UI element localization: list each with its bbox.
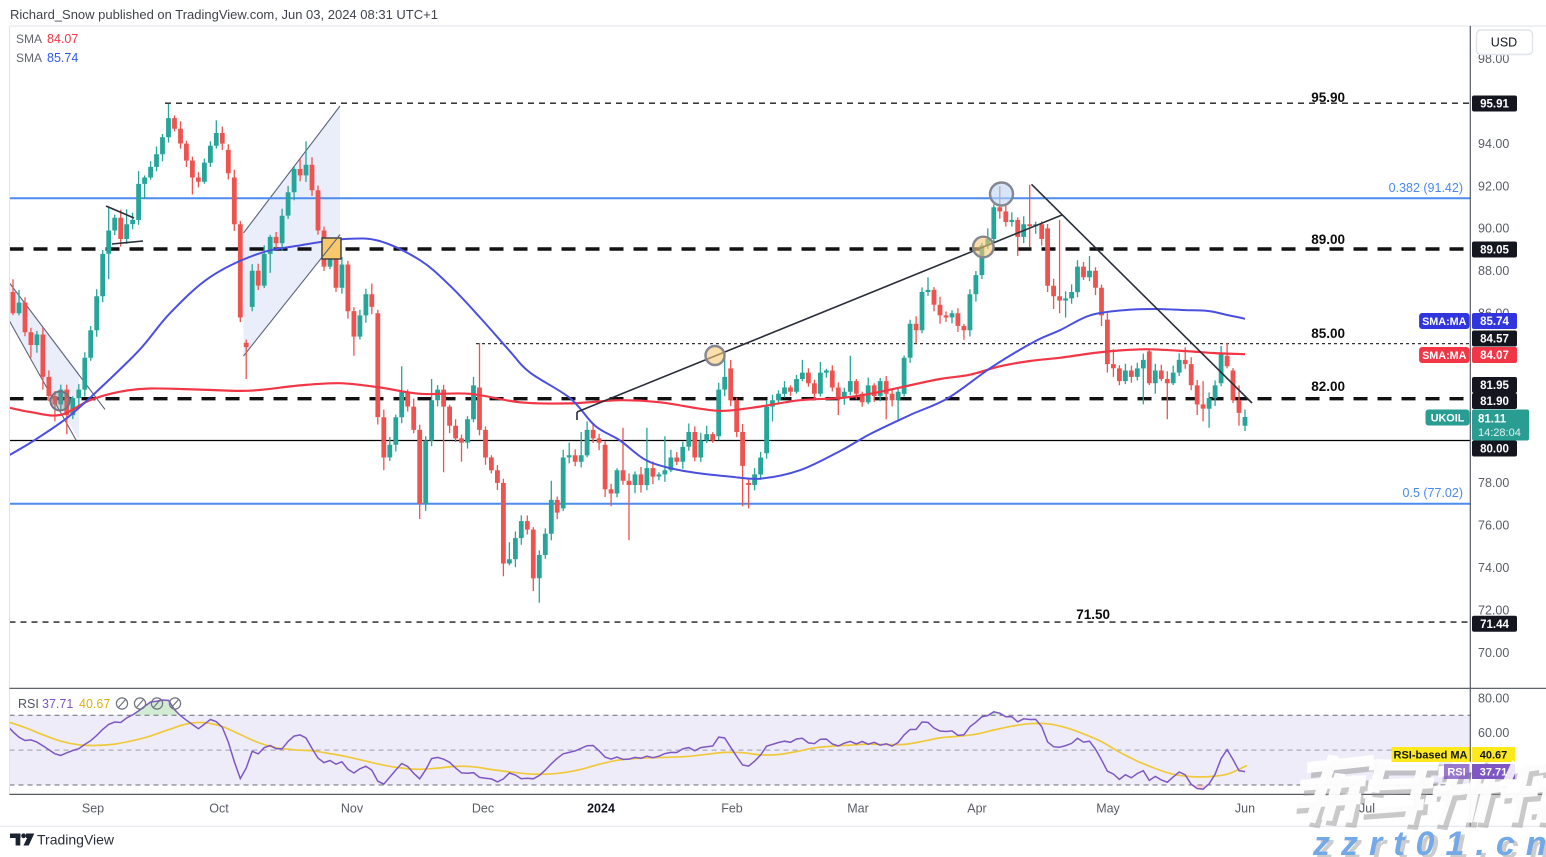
svg-text:RSI-based MA: RSI-based MA <box>1394 750 1468 762</box>
svg-text:98.00: 98.00 <box>1478 52 1509 66</box>
svg-text:80.00: 80.00 <box>1480 444 1509 456</box>
svg-text:74.00: 74.00 <box>1478 561 1509 575</box>
svg-text:78.00: 78.00 <box>1478 476 1509 490</box>
svg-text:TradingView: TradingView <box>37 832 115 848</box>
svg-text:RSI: RSI <box>18 697 39 711</box>
svg-text:zzrt01.cn: zzrt01.cn <box>1312 825 1546 857</box>
svg-text:SMA: SMA <box>16 32 42 46</box>
svg-text:85.00: 85.00 <box>1311 326 1345 341</box>
svg-text:90.00: 90.00 <box>1478 222 1509 236</box>
svg-text:92.00: 92.00 <box>1478 179 1509 193</box>
svg-text:37.71: 37.71 <box>42 697 73 711</box>
svg-text:85.74: 85.74 <box>1480 316 1509 328</box>
svg-text:SMA:MA: SMA:MA <box>1422 350 1467 362</box>
svg-text:UKOIL: UKOIL <box>1431 412 1465 424</box>
svg-text:2024: 2024 <box>587 802 615 816</box>
svg-text:Jul: Jul <box>1359 802 1375 816</box>
svg-text:70.00: 70.00 <box>1478 646 1509 660</box>
svg-text:RSI: RSI <box>1447 767 1465 779</box>
svg-text:84.07: 84.07 <box>1480 350 1509 362</box>
svg-text:Feb: Feb <box>721 802 743 816</box>
svg-text:72.00: 72.00 <box>1478 604 1509 618</box>
svg-text:82.00: 82.00 <box>1311 379 1345 394</box>
svg-text:USD: USD <box>1491 36 1517 50</box>
svg-text:88.00: 88.00 <box>1478 264 1509 278</box>
svg-text:94.00: 94.00 <box>1478 137 1509 151</box>
svg-text:Nov: Nov <box>341 802 364 816</box>
svg-text:81.11: 81.11 <box>1478 414 1507 426</box>
svg-text:Jun: Jun <box>1235 802 1255 816</box>
svg-text:84.57: 84.57 <box>1480 334 1509 346</box>
svg-text:95.91: 95.91 <box>1480 99 1509 111</box>
svg-text:Mar: Mar <box>847 802 869 816</box>
svg-text:SMA:MA: SMA:MA <box>1422 316 1467 328</box>
svg-text:89.05: 89.05 <box>1480 245 1509 257</box>
svg-text:37.71: 37.71 <box>1480 767 1508 779</box>
svg-text:0.382 (91.42): 0.382 (91.42) <box>1389 181 1463 195</box>
svg-text:Oct: Oct <box>209 802 229 816</box>
svg-text:40.67: 40.67 <box>1480 750 1508 762</box>
svg-text:84.07: 84.07 <box>47 32 78 46</box>
svg-text:71.50: 71.50 <box>1076 607 1110 622</box>
svg-text:80.00: 80.00 <box>1478 692 1509 706</box>
svg-text:Dec: Dec <box>472 802 494 816</box>
svg-text:95.90: 95.90 <box>1311 90 1345 105</box>
svg-text:60.00: 60.00 <box>1478 726 1509 740</box>
svg-text:zzrt01.cn: zzrt01.cn <box>1316 828 1546 857</box>
svg-text:14:28:04: 14:28:04 <box>1478 427 1521 439</box>
svg-text:71.44: 71.44 <box>1480 619 1509 631</box>
svg-text:0.5 (77.02): 0.5 (77.02) <box>1403 486 1463 500</box>
svg-text:85.74: 85.74 <box>47 51 78 65</box>
svg-text:89.00: 89.00 <box>1311 232 1345 247</box>
svg-text:40.67: 40.67 <box>79 697 110 711</box>
svg-text:Richard_Snow published on Trad: Richard_Snow published on TradingView.co… <box>10 7 438 22</box>
svg-text:Apr: Apr <box>967 802 986 816</box>
svg-text:76.00: 76.00 <box>1478 519 1509 533</box>
svg-text:Sep: Sep <box>82 802 104 816</box>
svg-text:81.90: 81.90 <box>1480 396 1509 408</box>
svg-text:81.95: 81.95 <box>1480 380 1509 392</box>
svg-text:May: May <box>1096 802 1120 816</box>
svg-text:SMA: SMA <box>16 51 42 65</box>
